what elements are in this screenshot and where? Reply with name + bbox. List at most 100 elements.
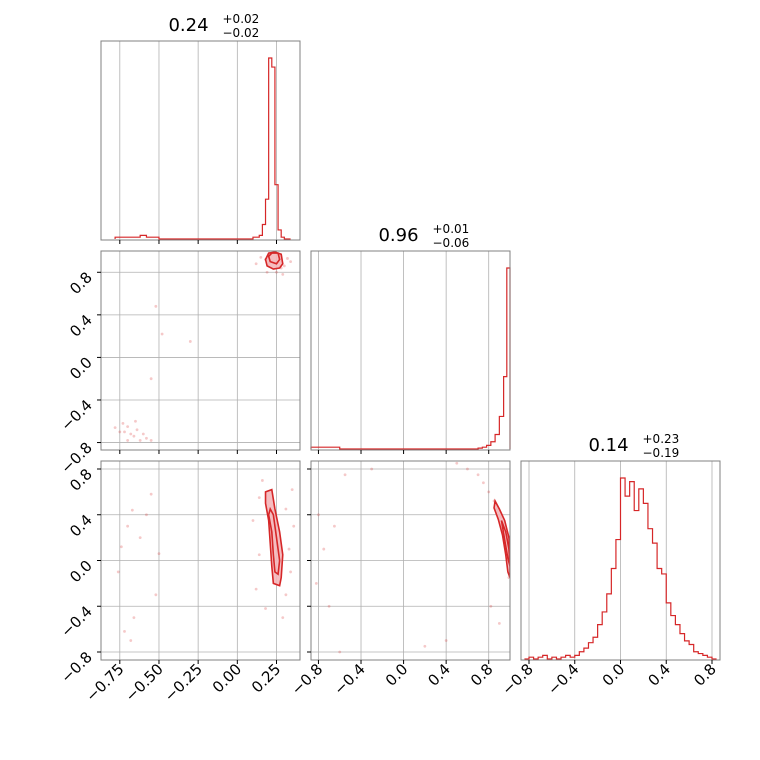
panel-background bbox=[101, 251, 300, 450]
scatter-point bbox=[138, 536, 142, 540]
scatter-point bbox=[129, 639, 133, 642]
scatter-point bbox=[281, 273, 285, 276]
scatter-point bbox=[284, 507, 288, 511]
scatter-point bbox=[284, 593, 288, 597]
x-tick-label: 0.4 bbox=[644, 660, 674, 690]
histogram-title: 0.14 bbox=[588, 435, 628, 456]
scatter-point bbox=[149, 377, 153, 381]
scatter-point bbox=[338, 650, 342, 654]
scatter-point bbox=[259, 255, 263, 259]
histogram-panel-1: 0.24 +0.02−0.02 bbox=[100, 12, 301, 244]
scatter-point bbox=[289, 260, 292, 264]
scatter-point bbox=[327, 604, 331, 608]
scatter-point bbox=[333, 524, 336, 528]
y-tick-label: 0.8 bbox=[66, 268, 96, 298]
histogram-title: 0.96 bbox=[378, 225, 418, 246]
histogram-step-line bbox=[114, 57, 291, 240]
scatter-point bbox=[257, 496, 261, 499]
panel-frame bbox=[310, 250, 511, 451]
scatter-point bbox=[476, 473, 480, 477]
panel-background bbox=[311, 251, 510, 450]
title-value: 0.24 bbox=[168, 15, 208, 36]
scatter-point bbox=[487, 490, 491, 494]
title-value: 0.14 bbox=[588, 435, 628, 456]
title-minus-error: −0.06 bbox=[433, 236, 470, 250]
scatter-point bbox=[126, 439, 130, 442]
x-tick-label: 0.8 bbox=[690, 660, 720, 690]
title-plus-error: +0.02 bbox=[223, 12, 260, 26]
x-tick-label: 0.00 bbox=[209, 660, 245, 696]
y-tick-label: 0.4 bbox=[66, 511, 96, 541]
x-tick-label: −0.4 bbox=[544, 660, 582, 698]
histogram-panel-3: −0.8 −0.4 0.0 0.4 0.8 0.14 +0.23−0.19 bbox=[498, 432, 721, 699]
scatter-point bbox=[141, 432, 145, 436]
y-tick-label: −0.4 bbox=[57, 396, 95, 434]
x-tick-label: 0.0 bbox=[599, 660, 629, 690]
x-tick-label: −0.25 bbox=[161, 660, 206, 705]
contour-outer bbox=[264, 488, 284, 587]
scatter-point bbox=[260, 479, 264, 482]
pair-content bbox=[113, 251, 292, 442]
scatter-point bbox=[314, 581, 318, 585]
scatter-point bbox=[275, 270, 278, 274]
contour-inner bbox=[267, 252, 281, 265]
scatter-point bbox=[116, 570, 120, 574]
scatter-point bbox=[290, 488, 294, 491]
scatter-point bbox=[145, 513, 148, 517]
histogram-step-line bbox=[310, 267, 511, 450]
scatter-point bbox=[287, 547, 291, 551]
scatter-point bbox=[286, 257, 289, 260]
pair-content bbox=[314, 461, 510, 654]
x-tick-label: −0.4 bbox=[330, 660, 368, 698]
scatter-point bbox=[370, 467, 374, 471]
y-tick-label: 0.4 bbox=[66, 311, 96, 341]
scatter-point bbox=[264, 607, 267, 610]
scatter-point bbox=[257, 553, 261, 557]
x-tick-label: 0.0 bbox=[382, 660, 412, 690]
contour-inner bbox=[500, 520, 510, 567]
scatter-point bbox=[265, 270, 269, 274]
scatter-point bbox=[119, 545, 123, 549]
panel-frame bbox=[100, 250, 301, 451]
scatter-point bbox=[489, 604, 493, 608]
scatter-point bbox=[160, 332, 164, 336]
histogram-panel-2: 0.96 +0.01−0.06 bbox=[310, 222, 511, 454]
scatter-point bbox=[444, 639, 448, 642]
scatter-point bbox=[497, 622, 501, 625]
scatter-point bbox=[481, 481, 485, 485]
scatter-point bbox=[118, 430, 122, 434]
x-tick-label: −0.50 bbox=[122, 660, 167, 705]
title-minus-error: −0.19 bbox=[643, 446, 680, 460]
scatter-point bbox=[130, 508, 134, 512]
contour-outer bbox=[264, 251, 284, 270]
scatter-point bbox=[149, 492, 153, 496]
scatter-point bbox=[423, 644, 427, 648]
scatter-point bbox=[289, 570, 292, 574]
title-minus-error: −0.02 bbox=[223, 26, 260, 40]
histogram-title: 0.24 bbox=[168, 15, 208, 36]
histogram-step-line bbox=[524, 477, 717, 660]
scatter-point bbox=[129, 432, 133, 436]
y-tick-label: 0.0 bbox=[66, 354, 96, 384]
pair-content bbox=[116, 479, 296, 642]
y-tick-label: −0.4 bbox=[57, 602, 95, 640]
scatter-point bbox=[113, 426, 117, 430]
scatter-point bbox=[254, 587, 258, 591]
title-value: 0.96 bbox=[378, 225, 418, 246]
scatter-point bbox=[132, 616, 136, 620]
title-plus-error: +0.01 bbox=[433, 222, 470, 236]
scatter-point bbox=[254, 262, 258, 266]
x-tick-label: 0.8 bbox=[467, 660, 497, 690]
scatter-point bbox=[154, 593, 158, 597]
scatter-point bbox=[466, 467, 469, 471]
scatter-point bbox=[126, 524, 130, 528]
scatter-point bbox=[251, 519, 255, 522]
pair-panel-1-3: −0.75−0.50−0.25 0.00 0.25−0.8−0.40.00.40.8 bbox=[57, 460, 301, 705]
scatter-point bbox=[123, 630, 126, 633]
x-tick-label: −0.8 bbox=[288, 660, 326, 698]
panel-frame bbox=[100, 40, 301, 241]
scatter-point bbox=[157, 552, 161, 556]
scatter-point bbox=[317, 513, 320, 517]
scatter-point bbox=[138, 439, 142, 442]
